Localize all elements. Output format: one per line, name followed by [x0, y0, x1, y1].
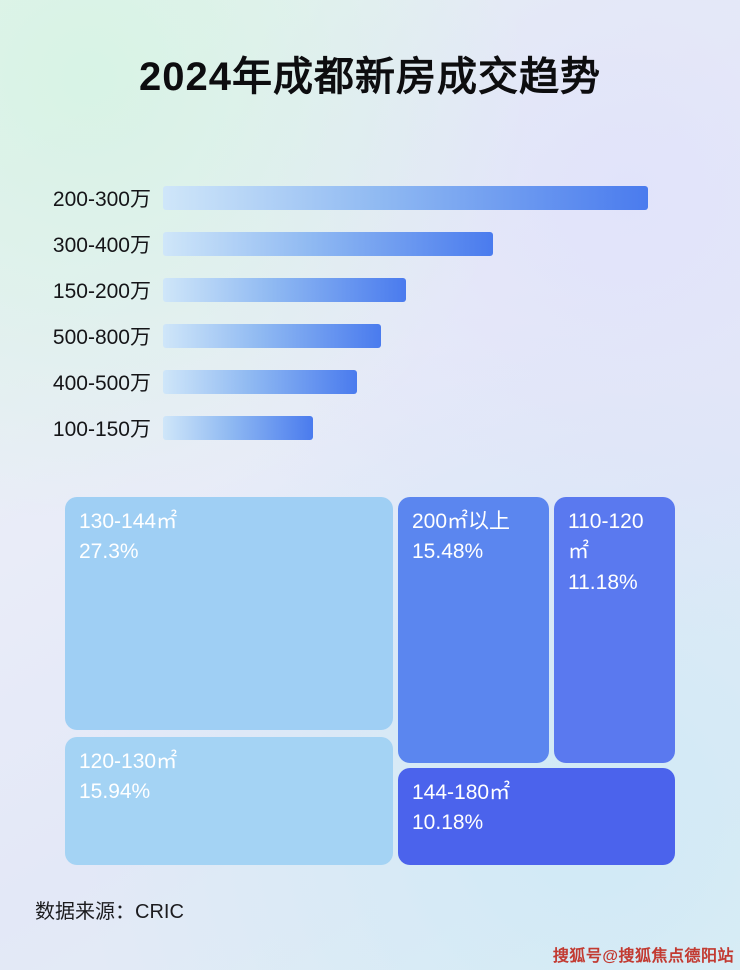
bar-row: 150-200万: [0, 278, 740, 303]
watermark-text: 搜狐号@搜狐焦点德阳站: [552, 948, 734, 965]
bar-track: [163, 416, 740, 440]
bar-300-400: [163, 232, 493, 256]
bar-row: 400-500万: [0, 370, 740, 395]
bar-row: 100-150万: [0, 416, 740, 441]
bar-category-label: 100-150万: [52, 418, 151, 441]
treemap-percent: 10.18%: [412, 811, 484, 835]
treemap-block-110-120: 110-120㎡ 11.18%: [554, 497, 675, 763]
bar-500-800: [163, 324, 381, 348]
treemap-block-144-180: 144-180㎡ 10.18%: [398, 768, 675, 865]
treemap-block-130-144: 130-144㎡ 27.3%: [65, 497, 393, 730]
bar-category-label: 400-500万: [52, 372, 151, 395]
treemap-label: 110-120㎡: [568, 510, 644, 564]
bar-track: [163, 324, 740, 348]
bar-track: [163, 186, 740, 210]
treemap-label: 200㎡以上: [412, 510, 511, 533]
bar-200-300: [163, 186, 648, 210]
treemap-percent: 15.94%: [79, 780, 151, 804]
bar-400-500: [163, 370, 357, 394]
treemap-label: 130-144㎡: [79, 510, 178, 533]
treemap-label: 120-130㎡: [79, 750, 178, 773]
page-title: 2024年成都新房成交趋势: [139, 55, 601, 99]
bar-category-label: 300-400万: [52, 234, 151, 257]
bar-150-200: [163, 278, 406, 302]
treemap-percent: 11.18%: [568, 570, 638, 594]
data-source-label: 数据来源：CRIC: [35, 901, 184, 923]
price-range-bar-chart: 200-300万 300-400万 150-200万 500-800万 400-…: [0, 186, 740, 462]
bar-track: [163, 232, 740, 256]
bar-row: 300-400万: [0, 232, 740, 257]
treemap-percent: 27.3%: [79, 540, 139, 564]
bar-track: [163, 370, 740, 394]
bar-track: [163, 278, 740, 302]
treemap-block-200-plus: 200㎡以上 15.48%: [398, 497, 549, 763]
bar-100-150: [163, 416, 313, 440]
treemap-block-120-130: 120-130㎡ 15.94%: [65, 737, 393, 865]
bar-category-label: 150-200万: [52, 280, 151, 303]
treemap-percent: 15.48%: [412, 540, 484, 564]
treemap-label: 144-180㎡: [412, 781, 511, 804]
area-size-treemap: 130-144㎡ 27.3% 120-130㎡ 15.94% 200㎡以上 15…: [65, 497, 675, 865]
bar-row: 200-300万: [0, 186, 740, 211]
bar-category-label: 500-800万: [52, 326, 151, 349]
bar-row: 500-800万: [0, 324, 740, 349]
bar-category-label: 200-300万: [52, 188, 151, 211]
